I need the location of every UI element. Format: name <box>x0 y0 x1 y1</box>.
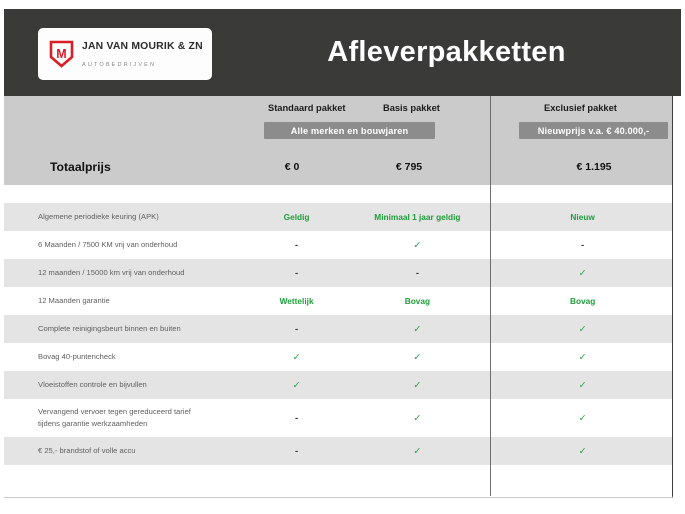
check-icon: ✓ <box>413 445 422 457</box>
column-header-basis: Basis pakket <box>383 103 440 113</box>
svg-text:M: M <box>56 47 66 61</box>
table-row: Complete reinigingsbeurt binnen en buite… <box>4 315 672 343</box>
row-value-basis: - <box>342 268 494 279</box>
logo-text: JAN VAN MOURIK & ZN AUTOBEDRIJVEN <box>82 37 212 71</box>
row-value-basis: Minimaal 1 jaar geldig <box>374 212 461 222</box>
column-header-exclusief: Exclusief pakket <box>544 103 617 113</box>
row-value-exclusief: ✓ <box>493 352 672 363</box>
badge-alle-merken: Alle merken en bouwjaren <box>264 122 435 139</box>
row-value-standaard: - <box>252 413 342 424</box>
table-row: 12 Maanden garantie Wettelijk Bovag Bovag <box>4 287 672 315</box>
packages-table: Standaard pakket Basis pakket Exclusief … <box>4 96 673 498</box>
row-label: 12 Maanden garantie <box>38 296 110 306</box>
row-value-exclusief: ✓ <box>493 268 672 279</box>
dash-icon: - <box>581 239 585 251</box>
table-header: Standaard pakket Basis pakket Exclusief … <box>4 96 672 185</box>
row-value-standaard: ✓ <box>252 352 342 363</box>
row-value-exclusief: Bovag <box>569 296 596 306</box>
logo-company-subtitle: AUTOBEDRIJVEN <box>82 62 157 68</box>
dash-icon: - <box>295 445 299 457</box>
column-divider <box>490 96 491 496</box>
page-title: Afleverpakketten <box>327 36 566 68</box>
dash-icon: - <box>295 323 299 335</box>
check-icon: ✓ <box>292 351 301 363</box>
table-top-spacer <box>4 185 672 203</box>
check-icon: ✓ <box>413 323 422 335</box>
table-row: € 25,- brandstof of volle accu - ✓ ✓ <box>4 437 672 465</box>
column-headers: Standaard pakket Basis pakket Exclusief … <box>4 103 672 119</box>
check-icon: ✓ <box>413 379 422 391</box>
table-row: Vervangend vervoer tegen gereduceerd tar… <box>4 399 672 437</box>
row-label: € 25,- brandstof of volle accu <box>38 446 136 456</box>
row-value-exclusief: ✓ <box>493 413 672 424</box>
row-value-standaard: ✓ <box>252 380 342 391</box>
table-row: Vloeistoffen controle en bijvullen ✓ ✓ ✓ <box>4 371 672 399</box>
row-value-basis: ✓ <box>342 352 494 363</box>
row-label: Vloeistoffen controle en bijvullen <box>38 380 147 390</box>
check-icon: ✓ <box>578 323 587 335</box>
row-value-basis: ✓ <box>342 413 494 424</box>
row-value-standaard: - <box>252 240 342 251</box>
check-icon: ✓ <box>413 351 422 363</box>
table-bottom-spacer <box>4 465 672 497</box>
check-icon: ✓ <box>578 379 587 391</box>
check-icon: ✓ <box>578 412 587 424</box>
row-value-standaard: - <box>252 324 342 335</box>
check-icon: ✓ <box>413 239 422 251</box>
header-bar: M JAN VAN MOURIK & ZN AUTOBEDRIJVEN Afle… <box>4 9 681 96</box>
table-row: 12 maanden / 15000 km vrij van onderhoud… <box>4 259 672 287</box>
dash-icon: - <box>295 239 299 251</box>
row-value-basis: ✓ <box>342 240 494 251</box>
check-icon: ✓ <box>292 379 301 391</box>
total-price-row: Totaalprijs € 0 € 795 € 1.195 <box>4 160 672 176</box>
total-price-label: Totaalprijs <box>50 160 111 174</box>
row-value-exclusief: ✓ <box>493 446 672 457</box>
row-value-standaard: - <box>252 268 342 279</box>
dash-icon: - <box>415 267 419 279</box>
row-value-exclusief: ✓ <box>493 324 672 335</box>
total-price-basis: € 795 <box>395 161 423 173</box>
table-row: Algemene periodieke keuring (APK) Geldig M… <box>4 203 672 231</box>
dash-icon: - <box>295 267 299 279</box>
row-label: Bovag 40-puntencheck <box>38 352 116 362</box>
row-value-standaard: - <box>252 446 342 457</box>
logo-company-name: JAN VAN MOURIK & ZN <box>82 41 203 53</box>
check-icon: ✓ <box>578 351 587 363</box>
row-label: Algemene periodieke keuring (APK) <box>38 212 159 222</box>
feature-rows: Algemene periodieke keuring (APK) Geldig M… <box>4 185 672 497</box>
row-value-basis: ✓ <box>342 380 494 391</box>
company-logo: M JAN VAN MOURIK & ZN AUTOBEDRIJVEN <box>38 28 212 80</box>
row-label: 6 Maanden / 7500 KM vrij van onderhoud <box>38 240 178 250</box>
shield-m-logo-icon: M <box>49 40 74 68</box>
table-row: Bovag 40-puntencheck ✓ ✓ ✓ <box>4 343 672 371</box>
row-value-exclusief: Nieuw <box>570 212 595 222</box>
dash-icon: - <box>295 412 299 424</box>
row-value-standaard: Wettelijk <box>279 296 314 306</box>
row-value-basis: Bovag <box>404 296 431 306</box>
row-label: 12 maanden / 15000 km vrij van onderhoud <box>38 268 185 278</box>
row-value-basis: ✓ <box>342 324 494 335</box>
row-label: Vervangend vervoer tegen gereduceerd tar… <box>38 407 191 428</box>
total-price-exclusief: € 1.195 <box>576 161 612 173</box>
check-icon: ✓ <box>413 412 422 424</box>
row-value-basis: ✓ <box>342 446 494 457</box>
row-value-exclusief: ✓ <box>493 380 672 391</box>
check-icon: ✓ <box>578 267 587 279</box>
total-price-standaard: € 0 <box>284 161 300 173</box>
table-row: 6 Maanden / 7500 KM vrij van onderhoud - ✓… <box>4 231 672 259</box>
column-header-standaard: Standaard pakket <box>268 103 346 113</box>
row-value-exclusief: - <box>493 240 672 251</box>
badge-nieuwprijs: Nieuwprijs v.a. € 40.000,- <box>519 122 668 139</box>
check-icon: ✓ <box>578 445 587 457</box>
row-label: Complete reinigingsbeurt binnen en buite… <box>38 324 181 334</box>
row-value-standaard: Geldig <box>283 212 310 222</box>
